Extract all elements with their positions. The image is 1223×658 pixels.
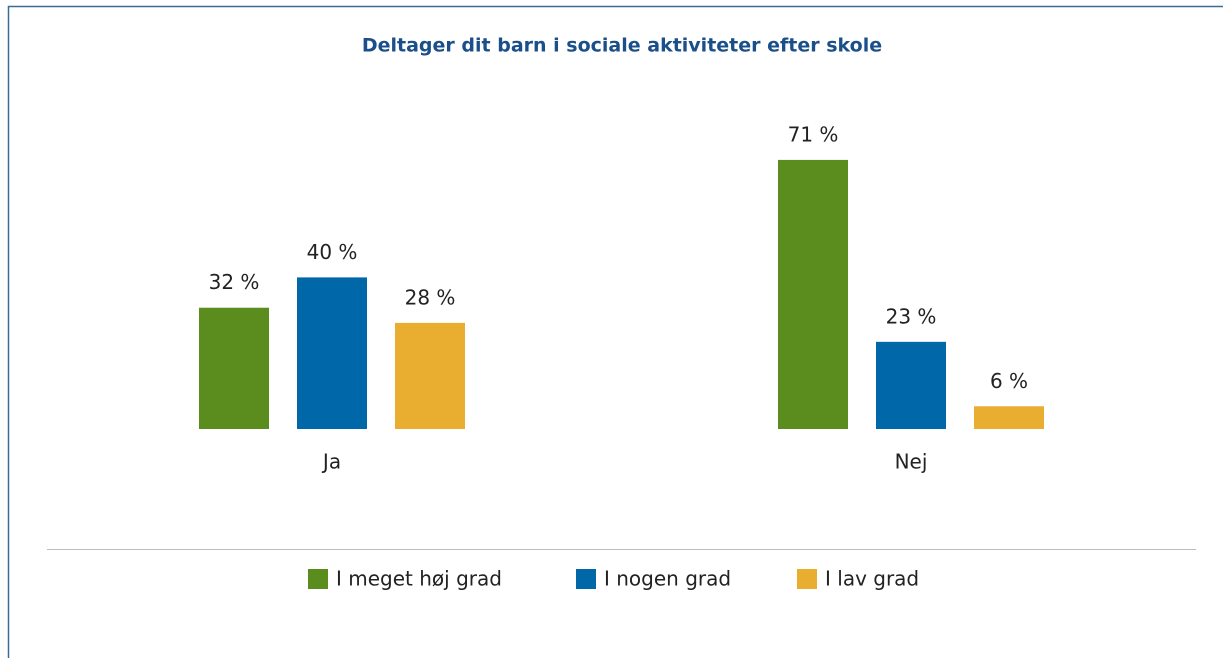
bar: [395, 322, 465, 429]
x-tick-label: Nej: [895, 450, 928, 474]
legend-swatch: [308, 569, 328, 589]
bar: [974, 406, 1044, 429]
legend-swatch: [797, 569, 817, 589]
value-label: 40 %: [307, 240, 358, 264]
value-label: 6 %: [990, 369, 1028, 393]
bar: [876, 341, 946, 429]
bar: [199, 307, 269, 429]
value-label: 32 %: [209, 270, 260, 294]
value-label: 28 %: [405, 285, 456, 309]
legend-label: I meget høj grad: [336, 567, 502, 591]
value-label: 71 %: [788, 122, 839, 146]
x-tick-label: Ja: [321, 450, 341, 474]
bar: [297, 277, 367, 429]
legend-label: I lav grad: [825, 567, 919, 591]
chart-title: Deltager dit barn i sociale aktiviteter …: [362, 35, 882, 57]
bar: [778, 159, 848, 429]
frame: [7, 5, 1223, 658]
value-label: 23 %: [886, 304, 937, 328]
legend-label: I nogen grad: [604, 567, 731, 591]
legend-swatch: [576, 569, 596, 589]
